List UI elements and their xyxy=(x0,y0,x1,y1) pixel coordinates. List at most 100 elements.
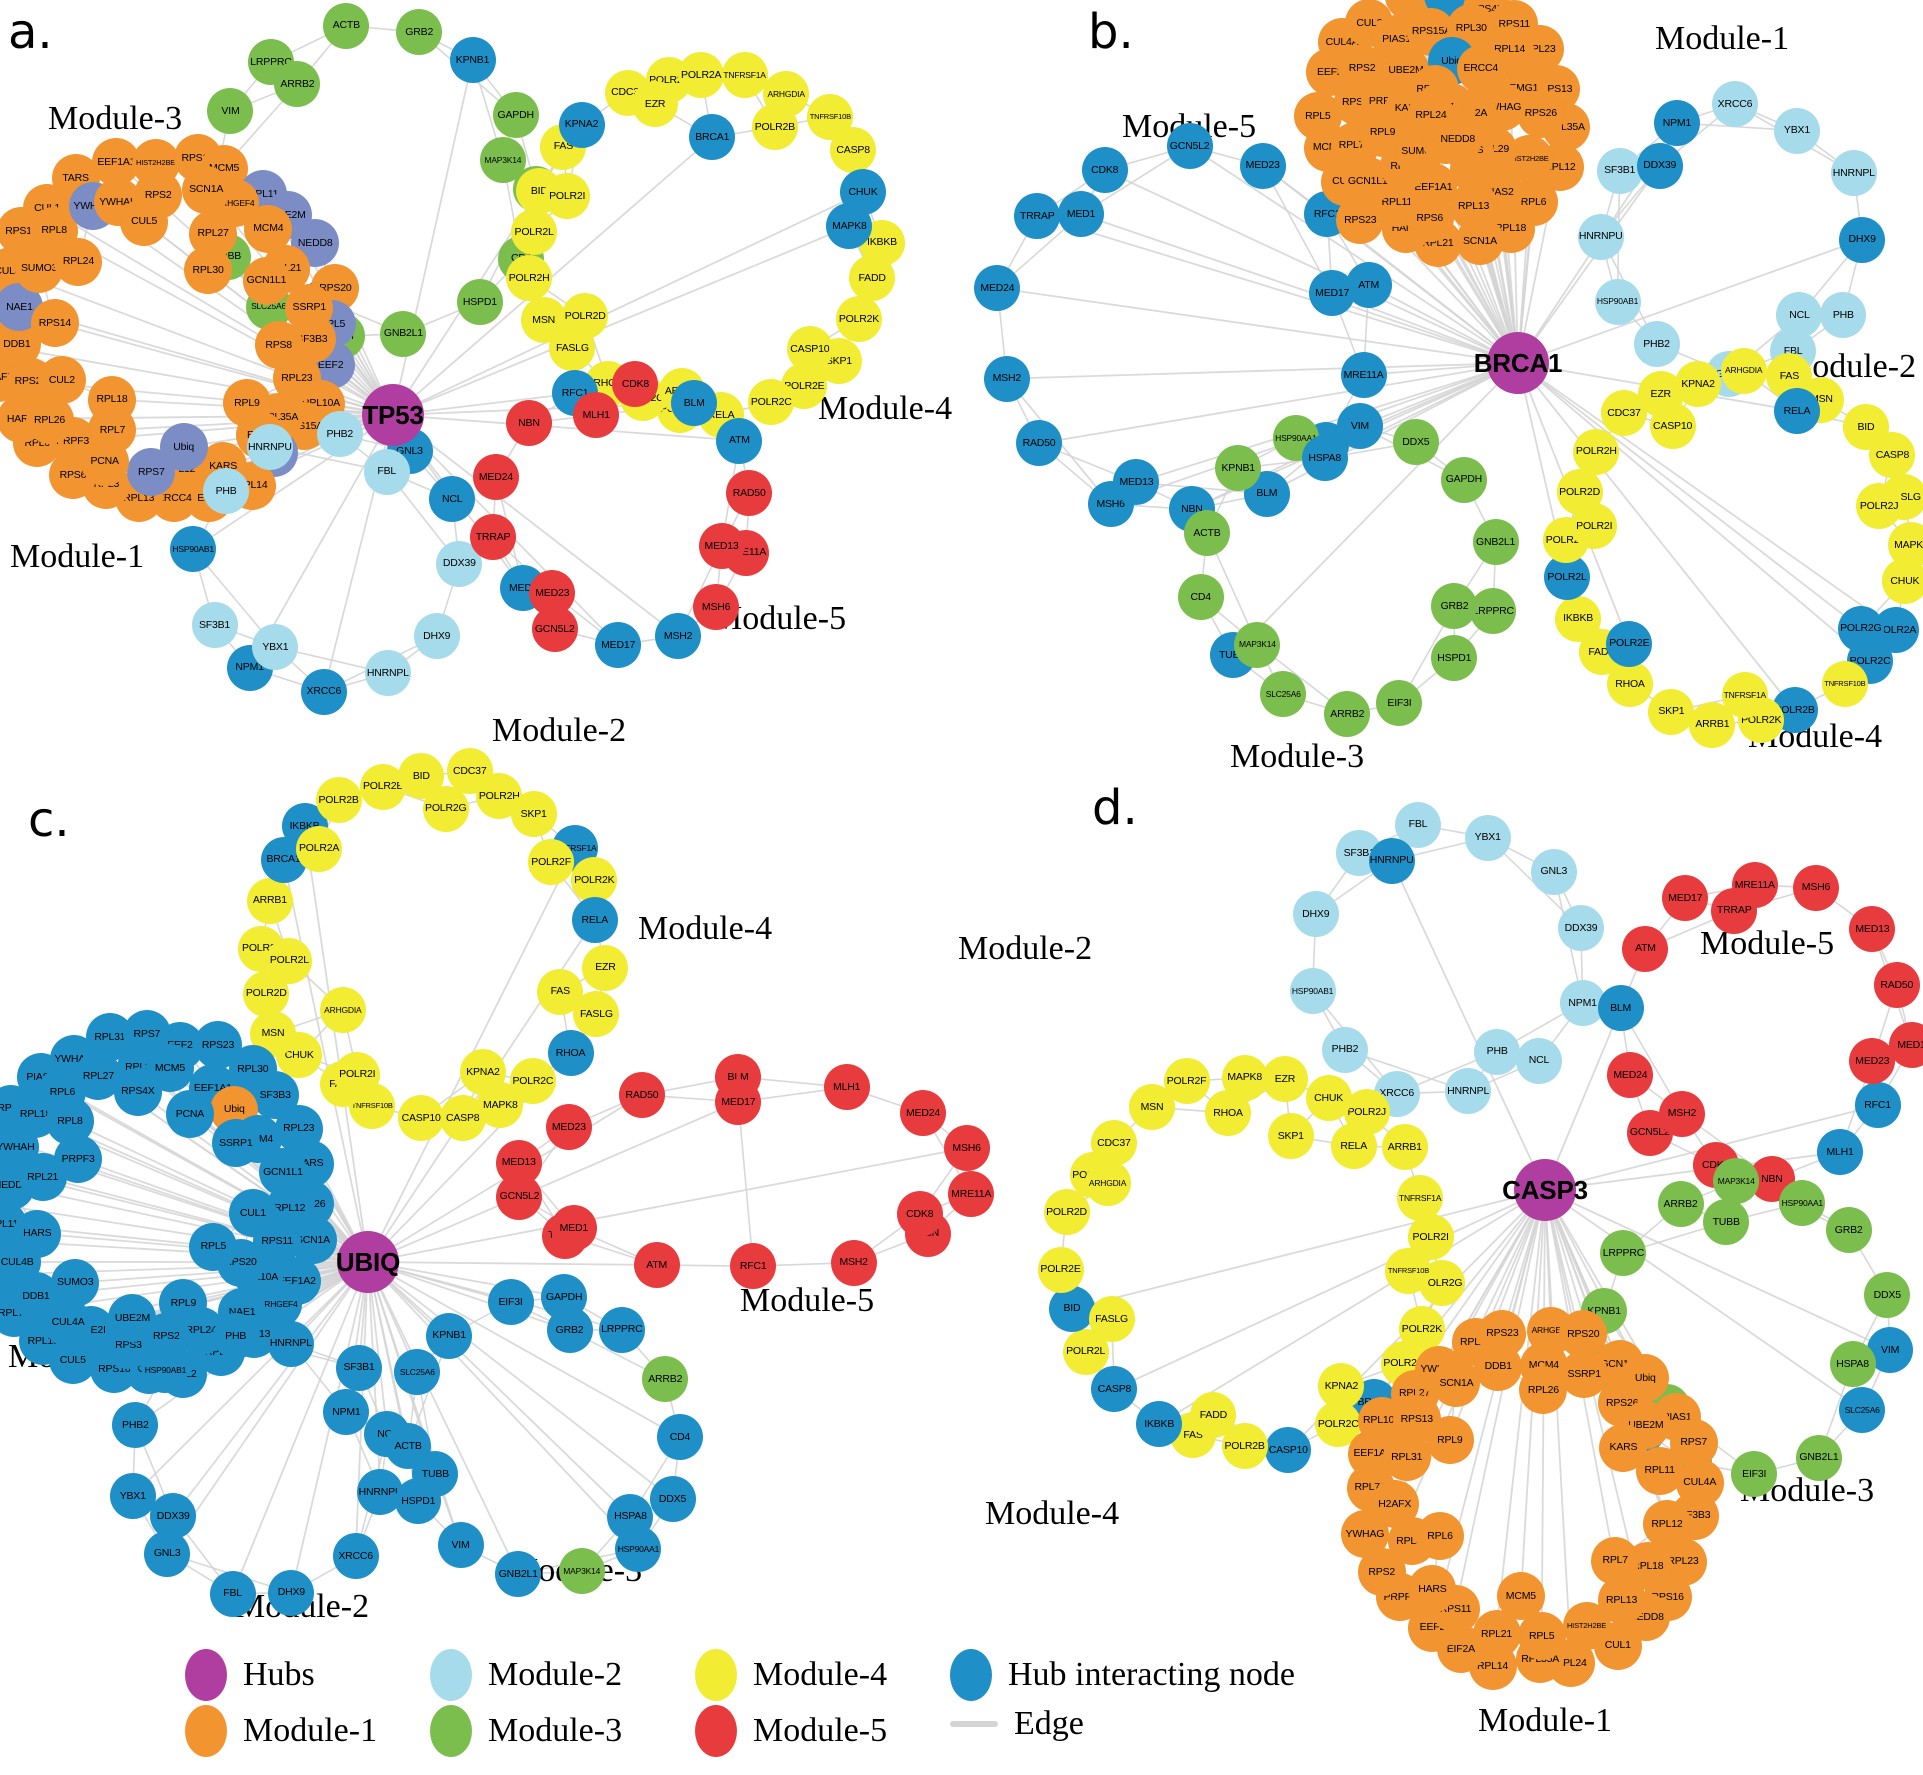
node-msn[interactable]: MSN xyxy=(520,296,567,343)
hub-node-ubiq[interactable]: UBIQ xyxy=(336,1231,400,1293)
node-tnfrsf10b[interactable]: TNFRSF10B xyxy=(1821,660,1868,707)
node-hnrnpl[interactable]: HNRNPL xyxy=(267,1320,314,1367)
node-med24[interactable]: MED24 xyxy=(974,265,1021,312)
node-rps4x[interactable]: RPS4X xyxy=(113,1067,162,1116)
node-lrpprc[interactable]: LRPPRC xyxy=(1470,588,1517,635)
node-grb2[interactable]: GRB2 xyxy=(1431,583,1478,630)
node-polr2i[interactable]: POLR2I xyxy=(1571,502,1618,549)
node-ddb1[interactable]: DDB1 xyxy=(1474,1342,1523,1391)
node-med23[interactable]: MED23 xyxy=(1849,1038,1896,1085)
node-atm[interactable]: ATM xyxy=(633,1241,680,1288)
node-hnrnpu[interactable]: HNRNPU xyxy=(1577,213,1624,260)
node-polr2c[interactable]: POLR2C xyxy=(748,378,795,425)
node-casp10[interactable]: CASP10 xyxy=(1649,402,1696,449)
node-arrb2[interactable]: ARRB2 xyxy=(1324,690,1371,737)
node-eef1a1[interactable]: EEF1A1 xyxy=(1409,163,1458,212)
node-trrap[interactable]: TRRAP xyxy=(1711,887,1758,934)
node-kpnb1[interactable]: KPNB1 xyxy=(1215,445,1262,492)
node-polr2f[interactable]: POLR2F xyxy=(1163,1058,1210,1105)
node-phb2[interactable]: PHB2 xyxy=(1633,320,1680,367)
node-msh2[interactable]: MSH2 xyxy=(830,1239,877,1286)
node-rad50[interactable]: RAD50 xyxy=(1016,420,1063,467)
node-polr2g[interactable]: POLR2G xyxy=(422,785,469,832)
node-tnfrsf1a[interactable]: TNFRSF1A xyxy=(1721,672,1768,719)
node-prpf3[interactable]: PRPF3 xyxy=(54,1135,103,1184)
node-med13[interactable]: MED13 xyxy=(698,523,745,570)
node-arhgdia[interactable]: ARHGDIA xyxy=(1720,347,1767,394)
node-cdk8[interactable]: CDK8 xyxy=(612,361,659,408)
node-rpl9[interactable]: RPL9 xyxy=(1425,1416,1474,1465)
node-tnfrsf1a[interactable]: TNFRSF1A xyxy=(1397,1175,1444,1222)
node-casp10[interactable]: CASP10 xyxy=(1265,1427,1312,1474)
hub-node-casp3[interactable]: CASP3 xyxy=(1502,1159,1588,1221)
node-hist2h2be[interactable]: HIST2H2BE xyxy=(1562,1601,1611,1650)
node-kpna2[interactable]: KPNA2 xyxy=(1318,1363,1365,1410)
node-cd4[interactable]: CD4 xyxy=(1177,574,1224,621)
node-ezr[interactable]: EZR xyxy=(1261,1056,1308,1103)
node-polr2e[interactable]: POLR2E xyxy=(1606,620,1653,667)
node-arrb1[interactable]: ARRB1 xyxy=(246,877,293,924)
node-skp1[interactable]: SKP1 xyxy=(1267,1112,1314,1159)
node-msh2[interactable]: MSH2 xyxy=(983,355,1030,402)
node-rpl7[interactable]: RPL7 xyxy=(1591,1536,1640,1585)
node-msn[interactable]: MSN xyxy=(250,1010,297,1057)
node-hspd1[interactable]: HSPD1 xyxy=(1431,634,1478,681)
node-blm[interactable]: BLM xyxy=(671,379,718,426)
node-polr2b[interactable]: POLR2B xyxy=(751,104,798,151)
node-hspa8[interactable]: HSPA8 xyxy=(1829,1341,1876,1388)
node-hnrnpl[interactable]: HNRNPL xyxy=(1445,1068,1492,1115)
node-slc25a6[interactable]: SLC25A6 xyxy=(1260,671,1307,718)
node-rad50[interactable]: RAD50 xyxy=(1873,962,1920,1009)
node-med13[interactable]: MED13 xyxy=(495,1139,542,1186)
node-ybx1[interactable]: YBX1 xyxy=(109,1473,156,1520)
node-med13[interactable]: MED13 xyxy=(1849,906,1896,953)
node-rela[interactable]: RELA xyxy=(571,896,618,943)
node-polr2l[interactable]: POLR2L xyxy=(511,209,558,256)
node-atm[interactable]: ATM xyxy=(1622,925,1669,972)
node-rps8[interactable]: RPS8 xyxy=(254,320,303,369)
node-phb2[interactable]: PHB2 xyxy=(112,1402,159,1449)
node-rpl6[interactable]: RPL6 xyxy=(1416,1512,1465,1561)
node-chuk[interactable]: CHUK xyxy=(1881,558,1923,605)
node-msh6[interactable]: MSH6 xyxy=(943,1124,990,1171)
node-cd4[interactable]: CD4 xyxy=(656,1414,703,1461)
node-dhx9[interactable]: DHX9 xyxy=(1839,216,1886,263)
node-map3k14[interactable]: MAP3K14 xyxy=(558,1548,605,1595)
node-polr2i[interactable]: POLR2I xyxy=(544,173,591,220)
node-map3k14[interactable]: MAP3K14 xyxy=(1234,621,1281,668)
node-gnb2l1[interactable]: GNB2L1 xyxy=(1472,519,1519,566)
node-cdk8[interactable]: CDK8 xyxy=(1081,147,1128,194)
node-eif3i[interactable]: EIF3I xyxy=(1376,680,1423,727)
node-gnb2l1[interactable]: GNB2L1 xyxy=(495,1551,542,1598)
node-mcm5[interactable]: MCM5 xyxy=(1496,1572,1545,1621)
node-arhgdia[interactable]: ARHGDIA xyxy=(1084,1160,1131,1207)
node-polr2h[interactable]: POLR2H xyxy=(506,255,553,302)
node-blm[interactable]: BLM xyxy=(1597,985,1644,1032)
node-fbl[interactable]: FBL xyxy=(363,448,410,495)
node-xrcc6[interactable]: XRCC6 xyxy=(1711,80,1758,127)
node-mre11a[interactable]: MRE11A xyxy=(948,1171,995,1218)
node-polr2j[interactable]: POLR2J xyxy=(1856,483,1903,530)
node-phb2[interactable]: PHB2 xyxy=(316,411,363,458)
node-polr2e[interactable]: POLR2E xyxy=(1037,1246,1084,1293)
node-dhx9[interactable]: DHX9 xyxy=(268,1569,315,1616)
node-hnrnpl[interactable]: HNRNPL xyxy=(364,650,411,697)
node-ncl[interactable]: NCL xyxy=(1516,1037,1562,1084)
node-ezr[interactable]: EZR xyxy=(582,944,629,991)
node-faslg[interactable]: FASLG xyxy=(1088,1296,1135,1343)
node-hnrnpu[interactable]: HNRNPU xyxy=(1368,837,1415,884)
node-rpl26[interactable]: RPL26 xyxy=(1519,1365,1568,1414)
node-sf3b1[interactable]: SF3B1 xyxy=(1596,147,1643,194)
node-bid[interactable]: BID xyxy=(1048,1285,1095,1332)
node-npm1[interactable]: NPM1 xyxy=(1653,99,1700,146)
node-polr2i[interactable]: POLR2I xyxy=(334,1051,381,1098)
node-sf3b1[interactable]: SF3B1 xyxy=(191,601,238,648)
node-sf3b1[interactable]: SF3B1 xyxy=(336,1344,383,1391)
node-rps14[interactable]: RPS14 xyxy=(30,299,79,348)
node-med17[interactable]: MED17 xyxy=(1309,270,1356,317)
hub-node-tp53[interactable]: TP53 xyxy=(362,384,424,446)
node-med1[interactable]: MED1 xyxy=(550,1205,597,1252)
node-kpna2[interactable]: KPNA2 xyxy=(1675,360,1722,407)
node-hsp90ab1[interactable]: HSP90AB1 xyxy=(1594,278,1641,325)
node-rpl18[interactable]: RPL18 xyxy=(88,375,136,424)
